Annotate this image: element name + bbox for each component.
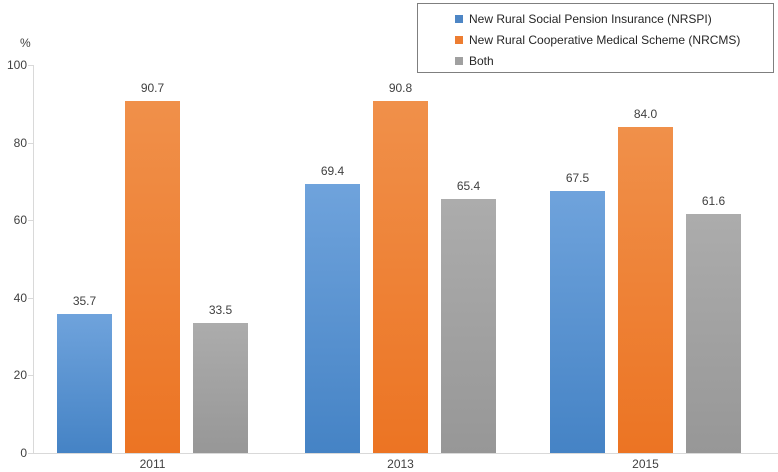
bar — [373, 101, 428, 453]
bar-value-label: 61.6 — [701, 194, 726, 208]
legend-swatch-icon — [455, 35, 463, 44]
y-tick-mark — [28, 142, 33, 144]
bar-value-label: 65.4 — [456, 179, 481, 193]
legend-label: New Rural Cooperative Medical Scheme (NR… — [469, 32, 741, 47]
legend-swatch-icon — [455, 14, 463, 23]
x-axis-line — [33, 453, 778, 454]
bar — [550, 191, 605, 453]
y-tick-mark — [28, 453, 33, 454]
legend: New Rural Social Pension Insurance (NRSP… — [417, 3, 774, 73]
y-tick-label: 80 — [13, 135, 27, 150]
y-tick-mark — [28, 220, 33, 222]
y-axis-unit-label: % — [20, 36, 31, 50]
x-tick-label: 2011 — [139, 457, 166, 471]
legend-item: Both — [455, 51, 773, 72]
bar — [441, 199, 496, 453]
legend-item: New Rural Cooperative Medical Scheme (NR… — [455, 29, 773, 50]
bar — [125, 101, 180, 453]
bar — [686, 214, 741, 453]
y-tick-label: 0 — [20, 446, 27, 460]
bar-value-label: 33.5 — [208, 303, 233, 317]
bar-value-label: 69.4 — [320, 164, 345, 178]
bar-value-label: 90.7 — [140, 81, 165, 95]
y-tick-label: 20 — [13, 368, 27, 383]
x-tick-label: 2013 — [387, 457, 414, 471]
bar — [57, 314, 112, 453]
bar — [305, 184, 360, 453]
legend-swatch-icon — [455, 57, 463, 66]
y-tick-label: 100 — [6, 58, 27, 72]
bar-value-label: 67.5 — [565, 171, 590, 185]
legend-item: New Rural Social Pension Insurance (NRSP… — [455, 8, 773, 29]
bar-value-label: 35.7 — [72, 294, 97, 308]
y-tick-mark — [28, 297, 33, 299]
x-tick-label: 2015 — [632, 457, 659, 471]
y-tick-mark — [28, 65, 33, 66]
bar — [193, 323, 248, 453]
y-tick-mark — [28, 375, 33, 377]
y-tick-label: 60 — [13, 213, 27, 228]
legend-label: New Rural Social Pension Insurance (NRSP… — [469, 11, 712, 26]
bar-value-label: 90.8 — [388, 81, 413, 95]
y-tick-label: 40 — [13, 290, 27, 305]
bar-value-label: 84.0 — [633, 107, 658, 121]
legend-label: Both — [469, 54, 494, 69]
y-axis-line — [33, 65, 34, 453]
bar — [618, 127, 673, 453]
